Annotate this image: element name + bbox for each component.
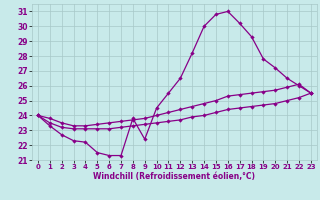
X-axis label: Windchill (Refroidissement éolien,°C): Windchill (Refroidissement éolien,°C) bbox=[93, 172, 255, 181]
